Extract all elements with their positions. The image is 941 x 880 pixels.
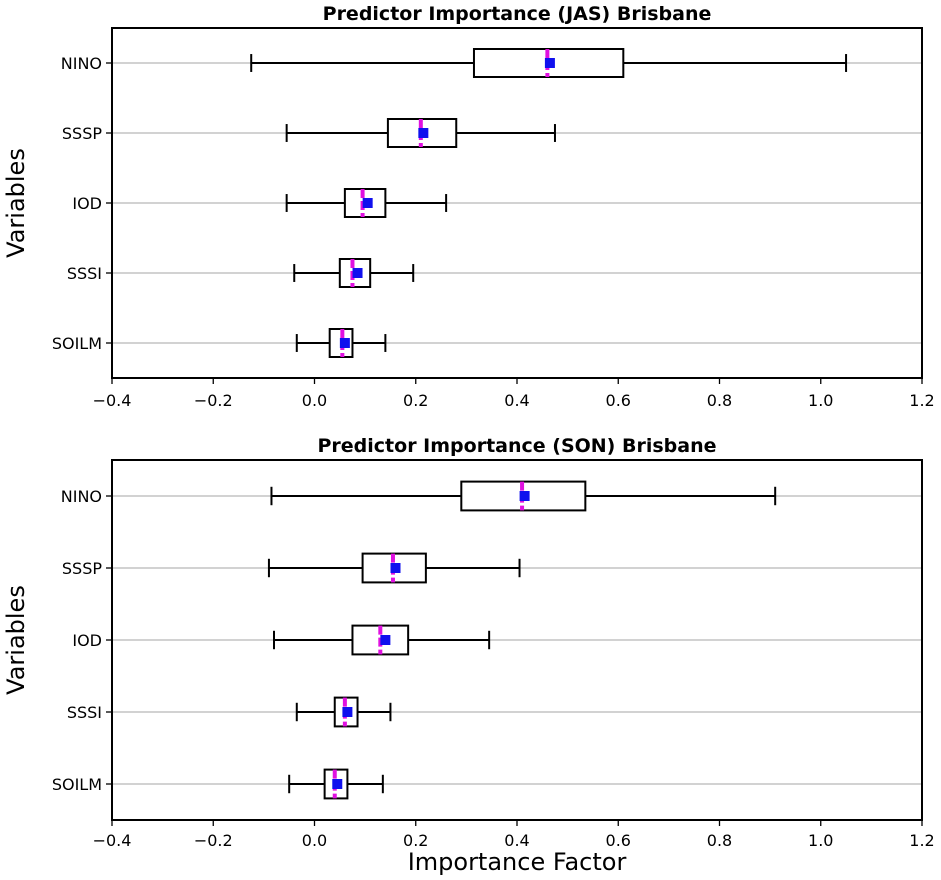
box-sssi: SSSI — [67, 696, 392, 728]
y-axis-label: Variables — [2, 585, 30, 695]
x-tick-label: 1.0 — [808, 391, 833, 410]
x-tick-label: 0.6 — [606, 831, 631, 850]
box-iod: IOD — [72, 188, 448, 218]
box-sssp: SSSP — [62, 118, 556, 148]
x-tick-label: 0.2 — [403, 391, 428, 410]
x-tick-label: −0.2 — [194, 391, 233, 410]
y-tick-label: IOD — [72, 194, 102, 213]
y-tick-label: SSSI — [67, 264, 102, 283]
mean-marker — [352, 268, 363, 278]
y-tick-label: SSSP — [62, 124, 102, 143]
axes-frame — [111, 27, 923, 379]
box-nino: NINO — [61, 480, 777, 512]
x-tick-label: −0.2 — [194, 831, 233, 850]
y-tick-label: SOILM — [52, 775, 102, 794]
x-tick-label: 0.0 — [302, 391, 327, 410]
box-iod: IOD — [72, 624, 491, 656]
x-tick-label: 0.8 — [707, 831, 732, 850]
mean-marker — [390, 563, 401, 573]
mean-marker — [418, 128, 429, 138]
mean-marker — [519, 491, 530, 501]
chart-panel-son: Predictor Importance (SON) Brisbane −0.4 −… — [2, 435, 935, 876]
x-tick-label: 0.8 — [707, 391, 732, 410]
x-tick-label: 0.4 — [504, 391, 529, 410]
y-tick-label: NINO — [61, 487, 102, 506]
x-tick-label: 0.2 — [403, 831, 428, 850]
mean-marker — [544, 58, 555, 68]
y-tick-label: SOILM — [52, 334, 102, 353]
box-sssp: SSSP — [62, 552, 521, 584]
chart-title: Predictor Importance (SON) Brisbane — [318, 435, 717, 457]
box-sssi: SSSI — [67, 258, 415, 288]
chart-panel-jas: Predictor Importance (JAS) Brisbane −0.4 −… — [2, 3, 935, 410]
mean-marker — [380, 635, 391, 645]
x-axis-label: Importance Factor — [408, 848, 627, 876]
x-tick-label: 0.6 — [606, 391, 631, 410]
mean-marker — [342, 707, 353, 717]
mean-marker — [339, 338, 350, 348]
x-tick-label: −0.4 — [93, 391, 132, 410]
mean-marker — [332, 779, 343, 789]
box-nino: NINO — [61, 48, 848, 78]
x-tick-label: 0.0 — [302, 831, 327, 850]
x-tick-label: 1.0 — [808, 831, 833, 850]
y-tick-label: IOD — [72, 631, 102, 650]
x-tick-label: 1.2 — [909, 391, 934, 410]
x-tick-label: −0.4 — [93, 831, 132, 850]
box-soilm: SOILM — [52, 328, 387, 358]
mean-marker — [362, 198, 373, 208]
y-axis-label: Variables — [2, 148, 30, 258]
chart-title: Predictor Importance (JAS) Brisbane — [323, 3, 712, 25]
axes-frame — [111, 459, 923, 821]
x-tick-label: 0.4 — [504, 831, 529, 850]
y-tick-label: NINO — [61, 54, 102, 73]
y-tick-label: SSSP — [62, 559, 102, 578]
y-tick-label: SSSI — [67, 703, 102, 722]
x-tick-label: 1.2 — [909, 831, 934, 850]
box-soilm: SOILM — [52, 768, 384, 800]
